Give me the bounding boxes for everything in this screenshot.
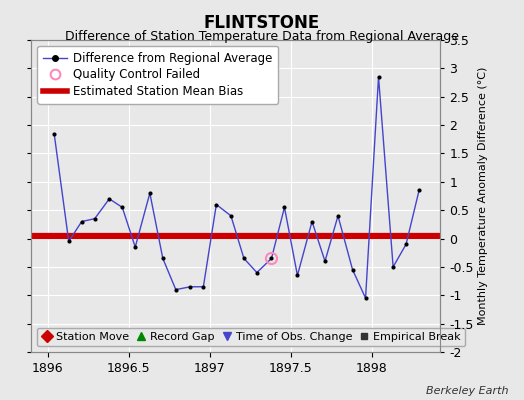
Y-axis label: Monthly Temperature Anomaly Difference (°C): Monthly Temperature Anomaly Difference (… bbox=[478, 67, 488, 325]
Text: Difference of Station Temperature Data from Regional Average: Difference of Station Temperature Data f… bbox=[65, 30, 459, 43]
Text: Berkeley Earth: Berkeley Earth bbox=[426, 386, 508, 396]
Legend: Station Move, Record Gap, Time of Obs. Change, Empirical Break: Station Move, Record Gap, Time of Obs. C… bbox=[37, 328, 465, 346]
Text: FLINTSTONE: FLINTSTONE bbox=[204, 14, 320, 32]
